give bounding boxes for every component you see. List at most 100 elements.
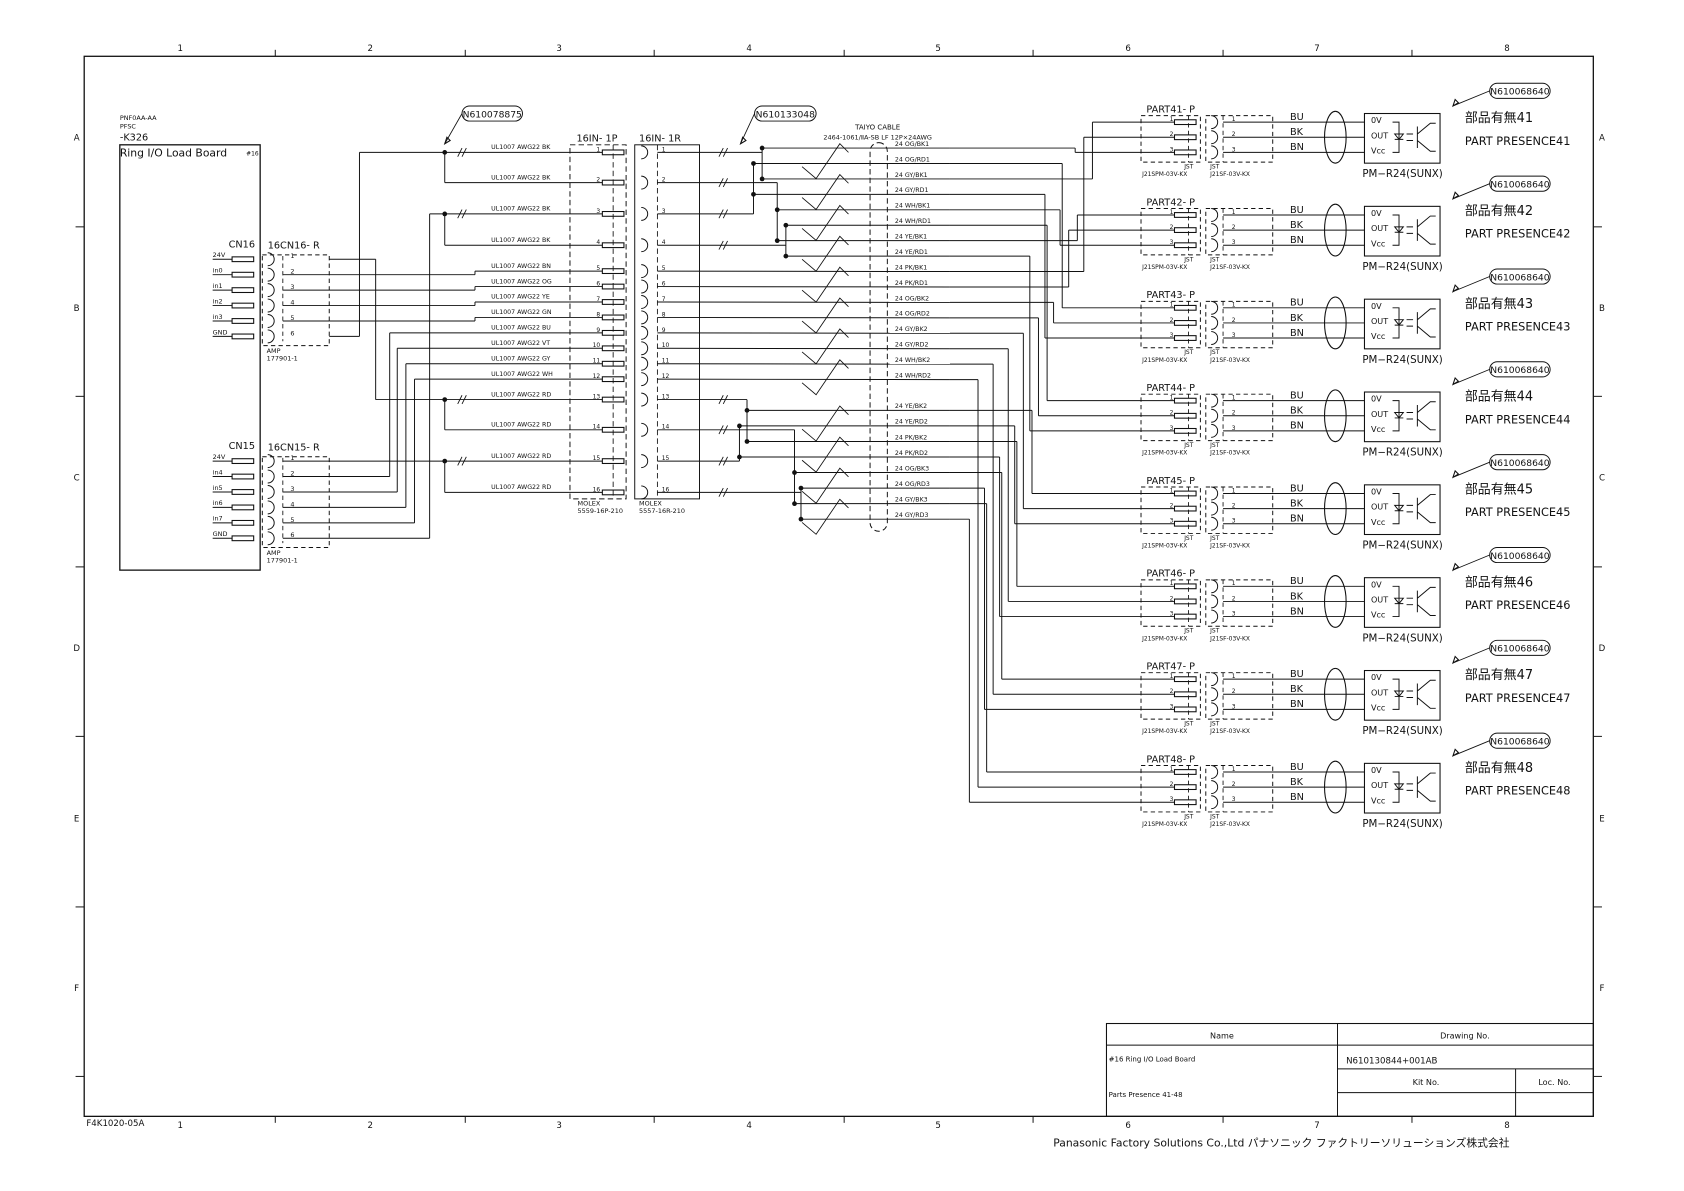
sensor-terminal-label: OUT xyxy=(1371,316,1388,326)
row-marker-left: C xyxy=(74,474,80,484)
pin-number: 3 xyxy=(1170,610,1174,617)
cable-break-mark xyxy=(457,147,463,157)
conductor-label: 24 OG/BK1 xyxy=(895,141,929,148)
socket-contact xyxy=(641,356,649,371)
junction-dot xyxy=(737,454,742,460)
sensor-terminal-label: 0V xyxy=(1371,301,1382,311)
arrow-head xyxy=(739,136,747,145)
callout-label: N610068640 xyxy=(1490,736,1549,747)
sensor-terminal-label: Vcc xyxy=(1371,145,1385,155)
pin-number: 3 xyxy=(1170,239,1174,246)
sensor-model: PM−R24(SUNX) xyxy=(1362,818,1442,830)
sensor-name-jp: 部品有無41 xyxy=(1465,111,1533,126)
pin-number: 2 xyxy=(1170,224,1174,231)
arrow-head xyxy=(1452,376,1460,386)
socket-contact xyxy=(267,515,275,530)
arrow-head xyxy=(443,136,452,145)
junction-dot xyxy=(744,407,750,413)
pin-terminal xyxy=(1173,769,1197,775)
sensor-terminal-label: Vcc xyxy=(1371,331,1385,341)
callout-label: N610068640 xyxy=(1490,551,1549,562)
socket-contact xyxy=(641,279,649,294)
socket-contact xyxy=(1211,408,1219,423)
pin-number: 2 xyxy=(1232,410,1236,417)
sensor-name-en: PART PRESENCE43 xyxy=(1465,319,1571,333)
cable-break-mark xyxy=(461,395,467,405)
sensor-terminal-label: Vcc xyxy=(1371,238,1385,248)
pin-number: 14 xyxy=(593,424,601,431)
sensor-name-en: PART PRESENCE46 xyxy=(1465,598,1571,612)
pin-number: 3 xyxy=(1170,146,1174,153)
photo-sensor-symbol xyxy=(1392,771,1436,803)
conductor-label: 24 WH/RD2 xyxy=(895,372,931,379)
sensor-model: PM−R24(SUNX) xyxy=(1362,632,1442,644)
conductor-label: 24 YE/BK2 xyxy=(895,403,927,410)
socket-contact xyxy=(1211,315,1219,330)
callout-leader xyxy=(1452,740,1490,757)
socket-maker: JST xyxy=(1209,535,1220,542)
junction-dot xyxy=(442,397,448,402)
conductor-label: 24 OG/BK2 xyxy=(895,295,929,302)
pin-number: 14 xyxy=(662,424,670,431)
cable-break-mark xyxy=(718,240,724,250)
pin-terminal xyxy=(1173,212,1197,218)
sensor-terminal-label: OUT xyxy=(1371,687,1388,697)
pin-number: 3 xyxy=(1232,610,1236,617)
cable-break-mark xyxy=(722,395,728,405)
wire-color-label: BU xyxy=(1290,298,1304,309)
sensor-terminal-label: 0V xyxy=(1371,579,1382,589)
pin-terminal xyxy=(231,535,255,542)
sensor-model: PM−R24(SUNX) xyxy=(1362,354,1442,366)
conductor-label: 24 PK/BK1 xyxy=(895,264,927,271)
socket-maker: JST xyxy=(1209,721,1220,728)
row-marker-right: D xyxy=(1599,644,1606,654)
conductor-label: 24 OG/RD1 xyxy=(895,156,930,163)
junction-dot xyxy=(759,145,765,151)
pin-terminal xyxy=(1173,149,1197,156)
plug-maker: JST xyxy=(1183,442,1194,449)
drawing-number: N610130844+001AB xyxy=(1346,1056,1437,1066)
plug-maker: JST xyxy=(1183,721,1194,728)
plug-part: J21SPM-03V-KX xyxy=(1141,171,1187,178)
socket-contact xyxy=(1211,609,1219,624)
wire-color-label: BU xyxy=(1290,669,1304,680)
pin-number: 2 xyxy=(1232,131,1236,138)
conductor-label: 24 YE/RD2 xyxy=(895,419,928,426)
pin-terminal xyxy=(231,256,255,263)
junction-dot xyxy=(737,423,742,429)
pin-number: 1 xyxy=(1232,395,1236,402)
sensor-terminal-label: 0V xyxy=(1371,394,1382,404)
plug-part: J21SPM-03V-KX xyxy=(1141,821,1187,828)
pin-terminal xyxy=(231,302,255,309)
wire-color-label: BK xyxy=(1290,220,1304,231)
plug-part: J21SPM-03V-KX xyxy=(1141,264,1187,271)
socket-contact xyxy=(267,469,275,484)
junction-dot xyxy=(783,253,789,259)
connector-part: 177901-1 xyxy=(267,557,298,565)
row-marker-right: E xyxy=(1599,815,1604,825)
socket-contact xyxy=(641,238,649,253)
connector-part: 177901-1 xyxy=(267,355,298,363)
wire-color-label: BK xyxy=(1290,406,1304,417)
pin-number: 4 xyxy=(596,239,600,246)
twisted-pair-mark xyxy=(801,436,849,473)
cable-break-mark xyxy=(718,209,724,219)
socket-maker: JST xyxy=(1209,164,1220,171)
socket-part: J21SF-03V-KX xyxy=(1209,821,1250,828)
pin-label: in7 xyxy=(213,515,223,523)
pin-number: 13 xyxy=(593,393,601,400)
callout-label: N610068640 xyxy=(1490,87,1549,98)
wire-color-label: BK xyxy=(1290,498,1304,509)
pin-number: 3 xyxy=(1232,518,1236,525)
plug-part: 5559-16P-210 xyxy=(578,507,623,515)
board-number: #16 xyxy=(246,151,259,158)
pin-label: GND xyxy=(213,328,228,336)
column-marker-top: 2 xyxy=(368,44,373,54)
sensor-terminal-label: Vcc xyxy=(1371,517,1385,527)
pin-number: 3 xyxy=(1170,703,1174,710)
junction-dot xyxy=(442,458,448,464)
pin-number: 3 xyxy=(1232,332,1236,339)
twisted-pair-mark xyxy=(801,173,849,211)
callout-label: N610078875 xyxy=(463,109,522,120)
socket-maker: JST xyxy=(1209,442,1220,449)
